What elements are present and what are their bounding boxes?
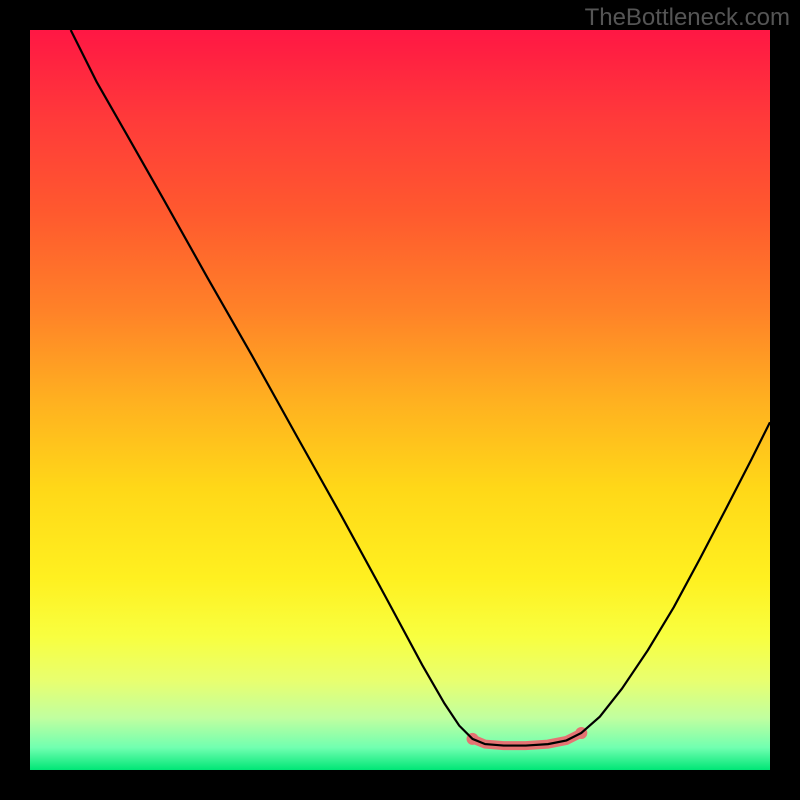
watermark-text: TheBottleneck.com <box>585 4 790 32</box>
performance-curve <box>71 30 770 746</box>
bottleneck-curve <box>30 30 770 770</box>
plot-area <box>30 30 770 770</box>
